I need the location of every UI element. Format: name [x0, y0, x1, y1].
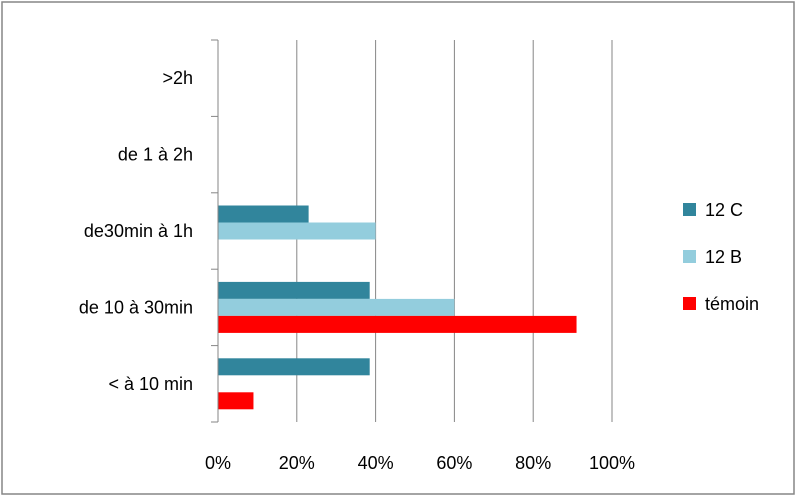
bar-12-c [218, 281, 370, 299]
bar-témoin [218, 315, 577, 333]
x-tick-label: 60% [436, 453, 472, 473]
legend-label: 12 B [705, 247, 742, 267]
x-tick-label: 80% [515, 453, 551, 473]
bar-12-c [218, 205, 309, 223]
legend-swatch [683, 297, 696, 310]
bar-12-b [218, 222, 376, 240]
y-tick-labels: < à 10 min de 10 à 30min de30min à 1h de 1 … [79, 68, 193, 394]
y-tick-label: de 10 à 30min [79, 297, 193, 317]
bars [218, 205, 577, 410]
x-tick-labels: 0% 20% 40% 60% 80% 100% [205, 453, 635, 473]
x-tick-label: 20% [279, 453, 315, 473]
bar-12-c [218, 358, 370, 376]
y-tick-label: < à 10 min [108, 374, 193, 394]
y-tick-label: de 1 à 2h [118, 145, 193, 165]
bar-12-b [218, 298, 455, 316]
legend: 12 C 12 B témoin [683, 200, 759, 314]
y-axis [211, 39, 219, 423]
y-tick-label: de30min à 1h [84, 221, 193, 241]
x-tick-label: 40% [358, 453, 394, 473]
chart-border [1, 1, 795, 495]
legend-label: 12 C [705, 200, 743, 220]
x-tick-label: 100% [589, 453, 635, 473]
legend-swatch [683, 203, 696, 216]
x-tick-label: 0% [205, 453, 231, 473]
legend-label: témoin [705, 294, 759, 314]
bar-témoin [218, 392, 254, 410]
y-tick-label: >2h [162, 68, 193, 88]
legend-swatch [683, 250, 696, 263]
